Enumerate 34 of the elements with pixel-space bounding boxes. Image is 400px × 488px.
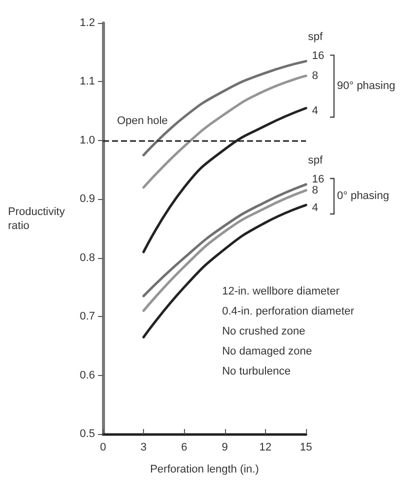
y-tick-label: 1.1 [80,76,95,88]
text: spf [308,154,324,166]
x-tick-label: 3 [140,442,147,454]
y-tick-label: 0.5 [80,428,95,440]
y-tick-label: 1.2 [80,17,95,29]
annotation: 0.4-in. perforation diameter [222,305,354,318]
annotation: 12-in. wellbore diameter [222,285,340,298]
line-series [142,74,308,189]
series-label: 4 [312,105,318,118]
annotation: No crushed zone [222,325,306,338]
series-label: 4 [312,202,318,214]
y-tick-label: 0.8 [80,252,95,264]
x-tick-label: 6 [181,442,188,454]
ref-line-label: Open hole [117,114,168,127]
x-tick-label: 12 [259,442,272,454]
x-tick-label: 9 [222,442,228,454]
series-label: 8 [312,70,318,82]
y-tick-label: 1.0 [80,134,95,146]
series-label: 8 [312,184,318,196]
annotation: No turbulence [222,365,291,378]
series-label: 16 [312,173,324,186]
series-label: 16 [312,50,324,62]
y-tick-label: 0.9 [80,193,95,206]
text: 0° phasing [337,190,390,202]
x-tick-label: 0 [100,442,106,454]
text: 90° phasing [337,80,396,92]
x-axis-title: Perforation length (in.) [150,464,259,476]
x-tick-label: 15 [300,442,312,454]
annotation: No damaged zone [222,345,312,358]
y-axis-title: Productivity ratio [8,206,68,232]
line-series [142,60,308,156]
y-tick-label: 0.7 [80,310,95,323]
text: spf [308,31,324,44]
y-tick-label: 0.6 [80,369,95,382]
